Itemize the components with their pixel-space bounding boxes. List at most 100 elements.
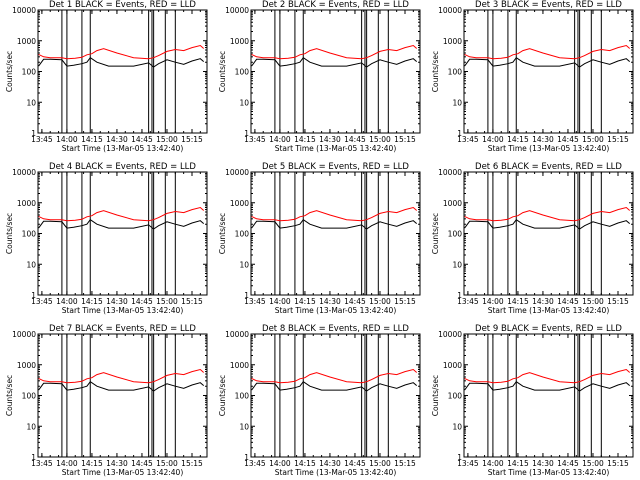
chart-panel-8: Det 8 BLACK = Events, RED = LLD 1 10 100 100… <box>218 324 421 477</box>
x-tick-label: 14:30 <box>532 459 554 468</box>
y-axis-label: Counts/sec <box>5 51 14 92</box>
chart-panel-9: Det 9 BLACK = Events, RED = LLD 1 10 100 100… <box>431 324 634 477</box>
x-tick-label: 14:30 <box>319 135 341 144</box>
x-axis-label: Start Time (13-Mar-05 13:42:40) <box>275 144 397 153</box>
y-tick-label: 1 <box>31 453 36 462</box>
events-series-line <box>251 381 418 392</box>
x-tick-label: 14:15 <box>81 459 103 468</box>
y-tick-label: 1 <box>457 291 462 300</box>
x-tick-label: 14:30 <box>106 135 128 144</box>
x-tick-label: 13:45 <box>31 459 53 468</box>
x-tick-label: 15:15 <box>394 135 416 144</box>
x-tick-label: 15:15 <box>394 459 416 468</box>
plot-frame <box>250 333 421 458</box>
events-series-line <box>38 381 205 392</box>
y-axis-label: Counts/sec <box>431 213 440 254</box>
y-tick-label: 10 <box>239 260 249 269</box>
chart-panel-3: Det 3 BLACK = Events, RED = LLD 1 10 100 100… <box>431 0 634 153</box>
y-axis-label: Counts/sec <box>431 51 440 92</box>
y-tick-label: 1000 <box>230 37 249 46</box>
plot-frame <box>250 9 421 134</box>
x-axis-label: Start Time (13-Mar-05 13:42:40) <box>62 144 184 153</box>
events-series-line <box>251 57 418 68</box>
x-tick-label: 15:15 <box>607 297 629 306</box>
x-tick-label: 14:45 <box>344 297 366 306</box>
y-axis-label: Counts/sec <box>218 51 227 92</box>
y-tick-label: 100 <box>235 230 250 239</box>
y-axis-label: Counts/sec <box>5 213 14 254</box>
plot-frame <box>250 171 421 296</box>
x-axis-label: Start Time (13-Mar-05 13:42:40) <box>488 468 610 477</box>
x-tick-label: 13:45 <box>457 135 479 144</box>
y-tick-label: 100 <box>235 68 250 77</box>
y-axis-label: Counts/sec <box>431 375 440 416</box>
x-tick-label: 15:00 <box>369 459 391 468</box>
lld-series-line <box>38 368 205 384</box>
y-tick-label: 10000 <box>12 168 36 177</box>
x-tick-label: 13:45 <box>31 135 53 144</box>
chart-title: Det 6 BLACK = Events, RED = LLD <box>475 162 622 172</box>
x-tick-label: 14:45 <box>344 135 366 144</box>
x-axis-label: Start Time (13-Mar-05 13:42:40) <box>62 468 184 477</box>
x-tick-label: 14:30 <box>319 297 341 306</box>
x-tick-label: 15:00 <box>582 135 604 144</box>
y-tick-label: 10 <box>26 422 36 431</box>
y-tick-label: 1 <box>31 129 36 138</box>
chart-title: Det 4 BLACK = Events, RED = LLD <box>49 162 196 172</box>
lld-series-line <box>464 44 631 60</box>
x-tick-label: 13:45 <box>244 135 266 144</box>
chart-title: Det 3 BLACK = Events, RED = LLD <box>475 0 622 10</box>
y-tick-label: 1 <box>457 129 462 138</box>
x-tick-label: 13:45 <box>31 297 53 306</box>
y-tick-label: 10000 <box>225 330 249 339</box>
plot-frame <box>37 9 208 134</box>
y-tick-label: 10000 <box>438 330 462 339</box>
chart-panel-1: Det 1 BLACK = Events, RED = LLD 1 10 100 100… <box>5 0 208 153</box>
x-tick-label: 14:15 <box>294 135 316 144</box>
y-axis-label: Counts/sec <box>218 375 227 416</box>
x-tick-label: 13:45 <box>457 459 479 468</box>
chart-title: Det 9 BLACK = Events, RED = LLD <box>475 324 622 334</box>
x-tick-label: 14:45 <box>344 459 366 468</box>
x-tick-label: 14:15 <box>507 459 529 468</box>
lld-series-line <box>38 206 205 222</box>
chart-panel-5: Det 5 BLACK = Events, RED = LLD 1 10 100 100… <box>218 162 421 315</box>
x-tick-label: 15:15 <box>394 297 416 306</box>
x-tick-label: 13:45 <box>244 459 266 468</box>
x-tick-label: 14:45 <box>557 297 579 306</box>
x-tick-label: 14:00 <box>269 135 291 144</box>
y-tick-label: 1 <box>31 291 36 300</box>
lld-series-line <box>464 206 631 222</box>
y-tick-label: 10 <box>26 98 36 107</box>
chart-panel-4: Det 4 BLACK = Events, RED = LLD 1 10 100 100… <box>5 162 208 315</box>
x-tick-label: 14:30 <box>319 459 341 468</box>
x-axis-label: Start Time (13-Mar-05 13:42:40) <box>488 144 610 153</box>
y-tick-label: 100 <box>22 68 37 77</box>
y-tick-label: 10 <box>452 98 462 107</box>
x-tick-label: 14:45 <box>557 459 579 468</box>
x-tick-label: 14:45 <box>131 459 153 468</box>
y-tick-label: 10 <box>239 98 249 107</box>
events-series-line <box>464 381 631 392</box>
x-tick-label: 14:00 <box>482 297 504 306</box>
y-tick-label: 1000 <box>230 361 249 370</box>
x-tick-label: 14:15 <box>81 135 103 144</box>
chart-panel-6: Det 6 BLACK = Events, RED = LLD 1 10 100 100… <box>431 162 634 315</box>
y-tick-label: 1 <box>244 129 249 138</box>
y-tick-label: 1000 <box>443 37 462 46</box>
x-tick-label: 15:00 <box>582 297 604 306</box>
x-tick-label: 15:15 <box>607 459 629 468</box>
events-series-line <box>464 219 631 230</box>
lld-series-line <box>38 44 205 60</box>
x-tick-label: 15:00 <box>156 297 178 306</box>
chart-title: Det 5 BLACK = Events, RED = LLD <box>262 162 409 172</box>
x-tick-label: 14:00 <box>482 459 504 468</box>
x-tick-label: 15:00 <box>582 459 604 468</box>
x-tick-label: 14:00 <box>56 297 78 306</box>
x-tick-label: 14:15 <box>507 135 529 144</box>
plot-frame <box>463 9 634 134</box>
y-tick-label: 10 <box>452 422 462 431</box>
x-tick-label: 14:00 <box>269 459 291 468</box>
x-tick-label: 14:15 <box>81 297 103 306</box>
x-tick-label: 14:00 <box>56 135 78 144</box>
